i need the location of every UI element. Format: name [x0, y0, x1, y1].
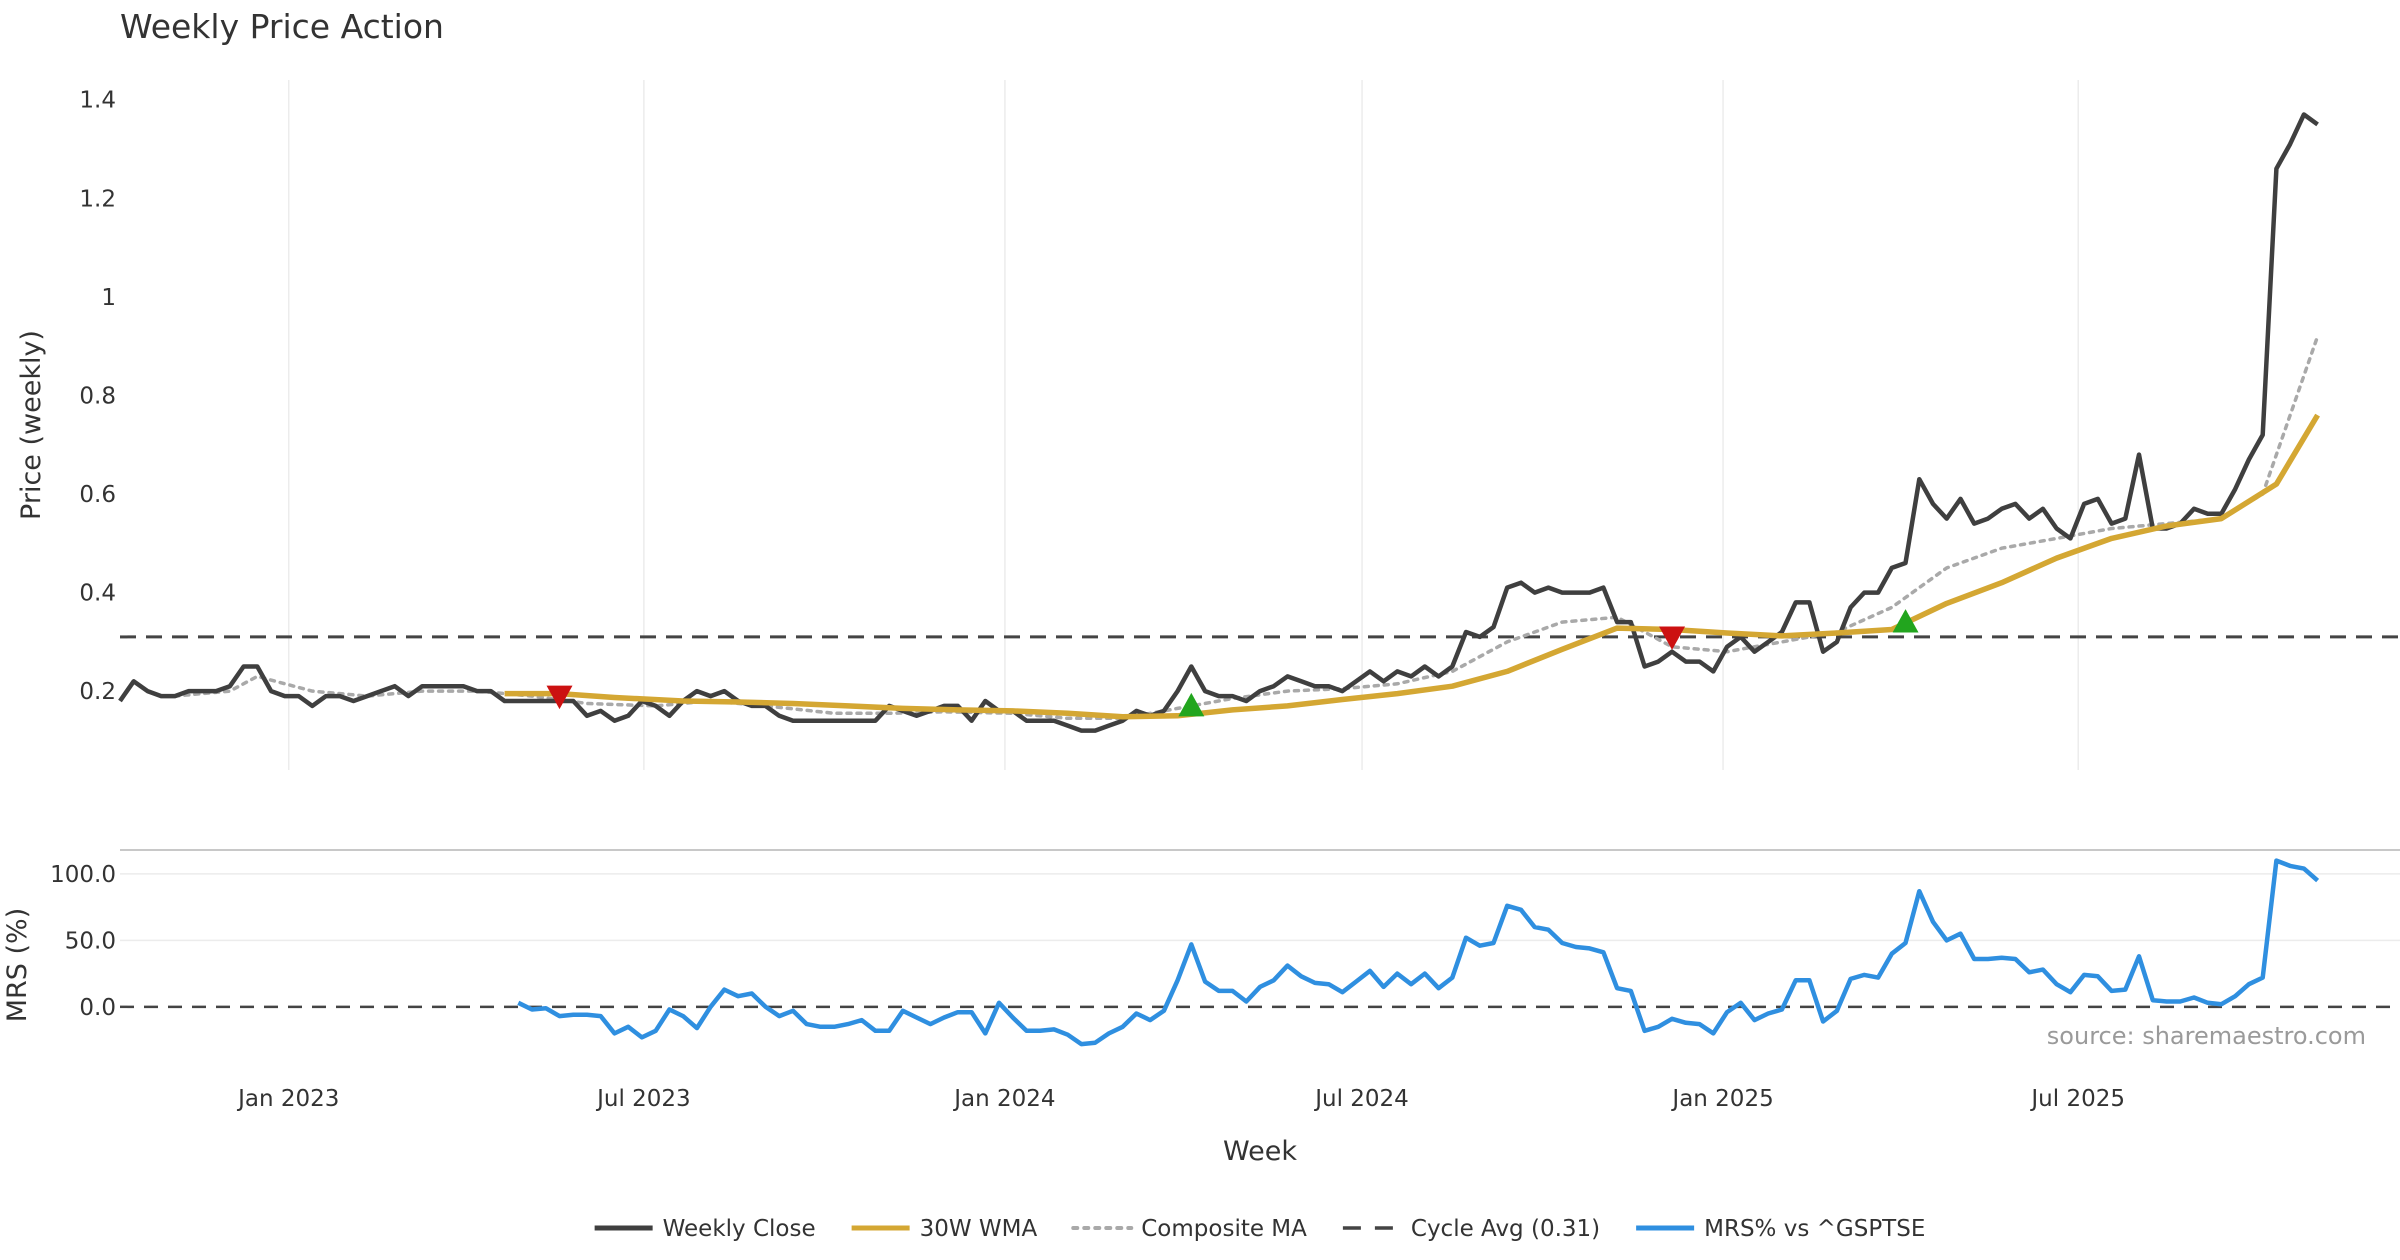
x-tick-label: Jul 2025 [2029, 1086, 2125, 1112]
price-y-tick-label: 0.4 [79, 581, 116, 607]
price-series [118, 112, 2400, 733]
x-tick-label: Jul 2023 [595, 1086, 691, 1112]
x-tick-label: Jul 2024 [1313, 1086, 1409, 1112]
source-note: source: sharemaestro.com [2047, 1022, 2366, 1050]
price-y-axis-title: Price (weekly) [16, 330, 47, 520]
composite-ma-line [173, 334, 2320, 721]
mrs-panel: 100.0 50.0 0.0 MRS (%) source: sharemaestr… [2, 849, 2400, 1050]
mrs-y-tick-label: 50.0 [65, 928, 116, 954]
mrs-y-tick-label: 0.0 [79, 995, 116, 1021]
legend-label-composite: Composite MA [1141, 1216, 1307, 1242]
mrs-line [517, 858, 2320, 1047]
legend: Weekly Close 30W WMA Composite MA Cycle Avg… [594, 1216, 1925, 1242]
sell-signal-marker [546, 685, 573, 710]
x-axis-title: Week [1223, 1136, 1297, 1167]
mrs-y-ticks: 100.0 50.0 0.0 [50, 862, 116, 1021]
mrs-grid [120, 873, 2400, 942]
x-tick-label: Jan 2024 [952, 1086, 1055, 1112]
legend-label-mrs: MRS% vs ^GSPTSE [1704, 1216, 1925, 1242]
buy-signal-marker [1892, 609, 1919, 633]
buy-signal-marker [1178, 692, 1205, 717]
legend-label-wma: 30W WMA [920, 1216, 1038, 1242]
price-y-tick-label: 1 [101, 285, 116, 311]
mrs-y-tick-label: 100.0 [50, 862, 116, 888]
price-y-tick-label: 1.2 [79, 186, 116, 212]
price-y-tick-label: 0.6 [79, 482, 116, 508]
mrs-y-axis-title: MRS (%) [2, 908, 33, 1023]
wma-30w-line [504, 413, 2320, 720]
price-y-tick-label: 1.4 [79, 88, 116, 114]
price-panel: 0.2 0.4 0.6 0.8 1 1.2 1.4 Price (weekly) [16, 80, 2400, 770]
chart-title: Weekly Price Action [120, 7, 444, 46]
x-ticks: Jan 2023 Jul 2023 Jan 2024 Jul 2024 Jan 2025… [236, 1086, 2125, 1112]
price-grid [287, 80, 2079, 770]
price-y-tick-label: 0.8 [79, 383, 116, 409]
sell-signal-marker [1659, 626, 1686, 650]
x-tick-label: Jan 2023 [236, 1086, 339, 1112]
weekly-close-line [118, 112, 2319, 733]
price-y-ticks: 0.2 0.4 0.6 0.8 1 1.2 1.4 [79, 88, 116, 705]
price-y-tick-label: 0.2 [79, 679, 116, 705]
legend-label-cycle: Cycle Avg (0.31) [1411, 1216, 1600, 1242]
legend-label-close: Weekly Close [663, 1216, 816, 1242]
x-tick-label: Jan 2025 [1670, 1086, 1773, 1112]
mrs-series [120, 858, 2400, 1047]
